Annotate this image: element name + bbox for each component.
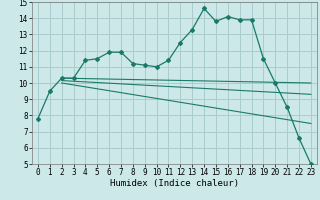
X-axis label: Humidex (Indice chaleur): Humidex (Indice chaleur): [110, 179, 239, 188]
